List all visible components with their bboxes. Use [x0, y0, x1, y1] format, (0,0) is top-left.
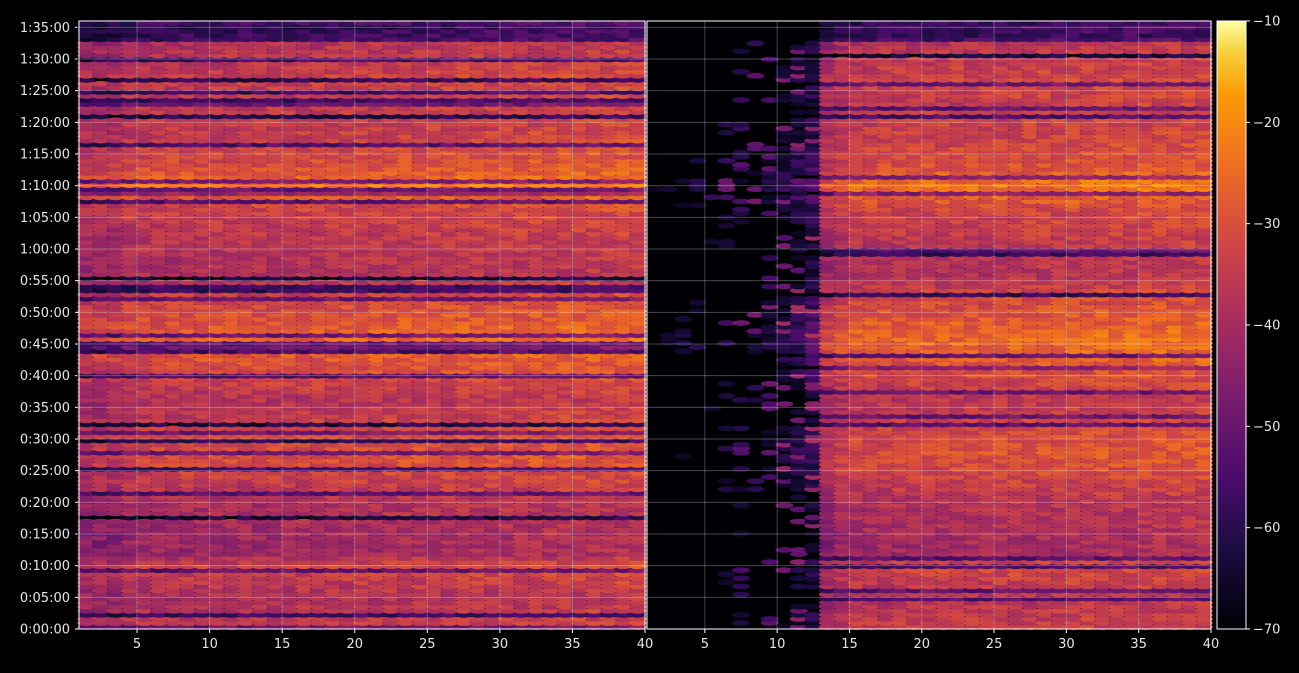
y-tick-label: 1:30:00 [20, 53, 70, 68]
y-tick-label: 1:05:00 [20, 211, 70, 226]
y-tick-label: 1:00:00 [20, 243, 70, 258]
y-axis: 0:00:00 0:05:00 0:10:00 0:15:00 0:20:00 0:25:… [20, 21, 79, 638]
y-tick-label: 1:35:00 [20, 21, 70, 36]
y-tick-label: 0:45:00 [20, 338, 70, 353]
y-tick-label: 1:20:00 [20, 116, 70, 131]
y-tick-label: 0:40:00 [20, 369, 70, 384]
y-tick-label: 1:10:00 [20, 179, 70, 194]
y-tick-label: 0:15:00 [20, 528, 70, 543]
y-tick-label: 0:30:00 [20, 433, 70, 448]
y-tick-label: 0:00:00 [20, 623, 70, 638]
y-tick-label: 1:15:00 [20, 148, 70, 163]
y-tick-label: 0:55:00 [20, 274, 70, 289]
y-tick-label: 0:50:00 [20, 306, 70, 321]
y-tick-label: 0:05:00 [20, 591, 70, 606]
y-tick-label: 0:10:00 [20, 559, 70, 574]
y-tick-label: 1:25:00 [20, 84, 70, 99]
y-tick-label: 0:35:00 [20, 401, 70, 416]
y-tick-label: 0:25:00 [20, 464, 70, 479]
heatmap-cells [77, 20, 646, 630]
y-tick-label: 0:20:00 [20, 496, 70, 511]
